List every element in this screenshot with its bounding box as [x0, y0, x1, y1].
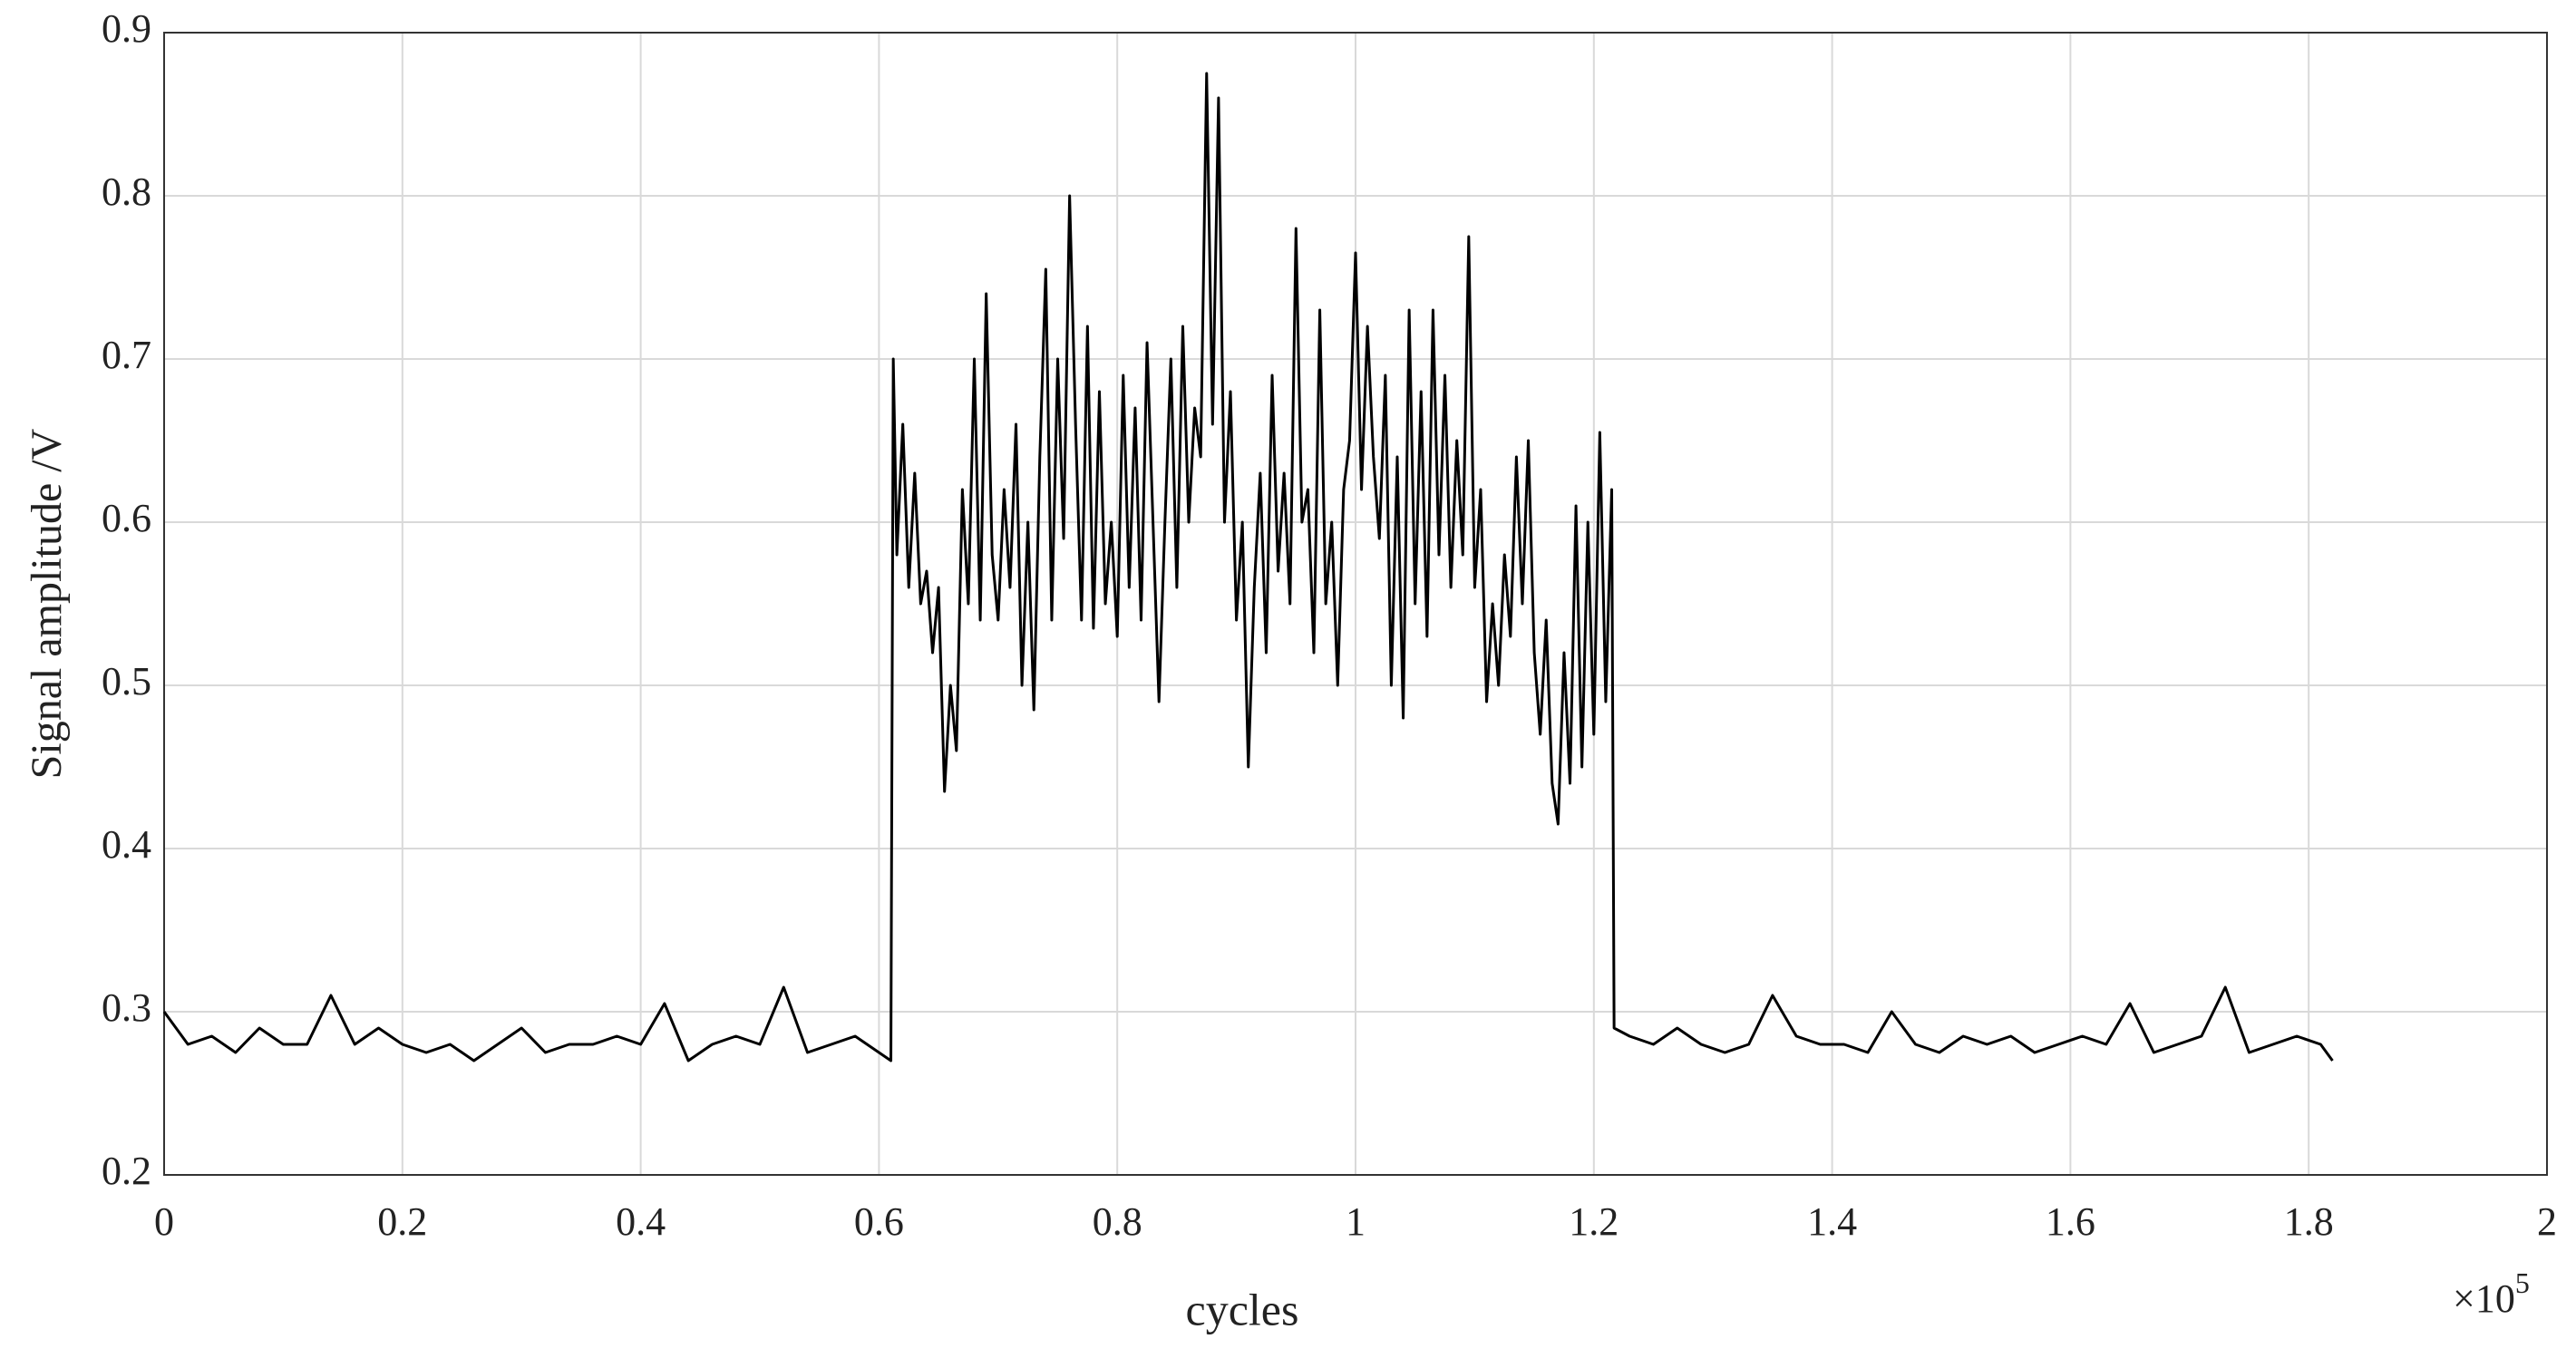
- y-tick-label: 0.3: [102, 985, 151, 1030]
- x-tick-label: 0.2: [377, 1199, 427, 1244]
- x-tick-label: 0.8: [1093, 1199, 1142, 1244]
- x-tick-label: 1: [1346, 1199, 1366, 1244]
- x-tick-label: 0.4: [616, 1199, 666, 1244]
- x-multiplier: ×105: [2453, 1266, 2530, 1321]
- x-tick-label: 1.2: [1569, 1199, 1619, 1244]
- y-tick-label: 0.2: [102, 1149, 151, 1193]
- y-tick-label: 0.9: [102, 6, 151, 51]
- y-tick-label: 0.8: [102, 170, 151, 214]
- x-tick-label: 1.6: [2046, 1199, 2095, 1244]
- x-axis-label: cycles: [1186, 1284, 1299, 1334]
- y-tick-label: 0.5: [102, 659, 151, 703]
- multiplier-base: ×10: [2453, 1276, 2515, 1321]
- x-tick-label: 0.6: [854, 1199, 904, 1244]
- x-tick-label: 2: [2537, 1199, 2557, 1244]
- x-tick-label: 1.8: [2284, 1199, 2334, 1244]
- y-tick-label: 0.6: [102, 496, 151, 540]
- data-line: [162, 72, 2334, 1062]
- multiplier-exponent: 5: [2515, 1266, 2530, 1299]
- y-tick-label: 0.7: [102, 333, 151, 377]
- x-tick-label: 1.4: [1807, 1199, 1857, 1244]
- plot-frame: [163, 32, 2548, 1176]
- y-axis-label: Signal amplitude /V: [23, 428, 71, 779]
- x-tick-label: 0: [154, 1199, 174, 1244]
- y-tick-label: 0.4: [102, 822, 151, 867]
